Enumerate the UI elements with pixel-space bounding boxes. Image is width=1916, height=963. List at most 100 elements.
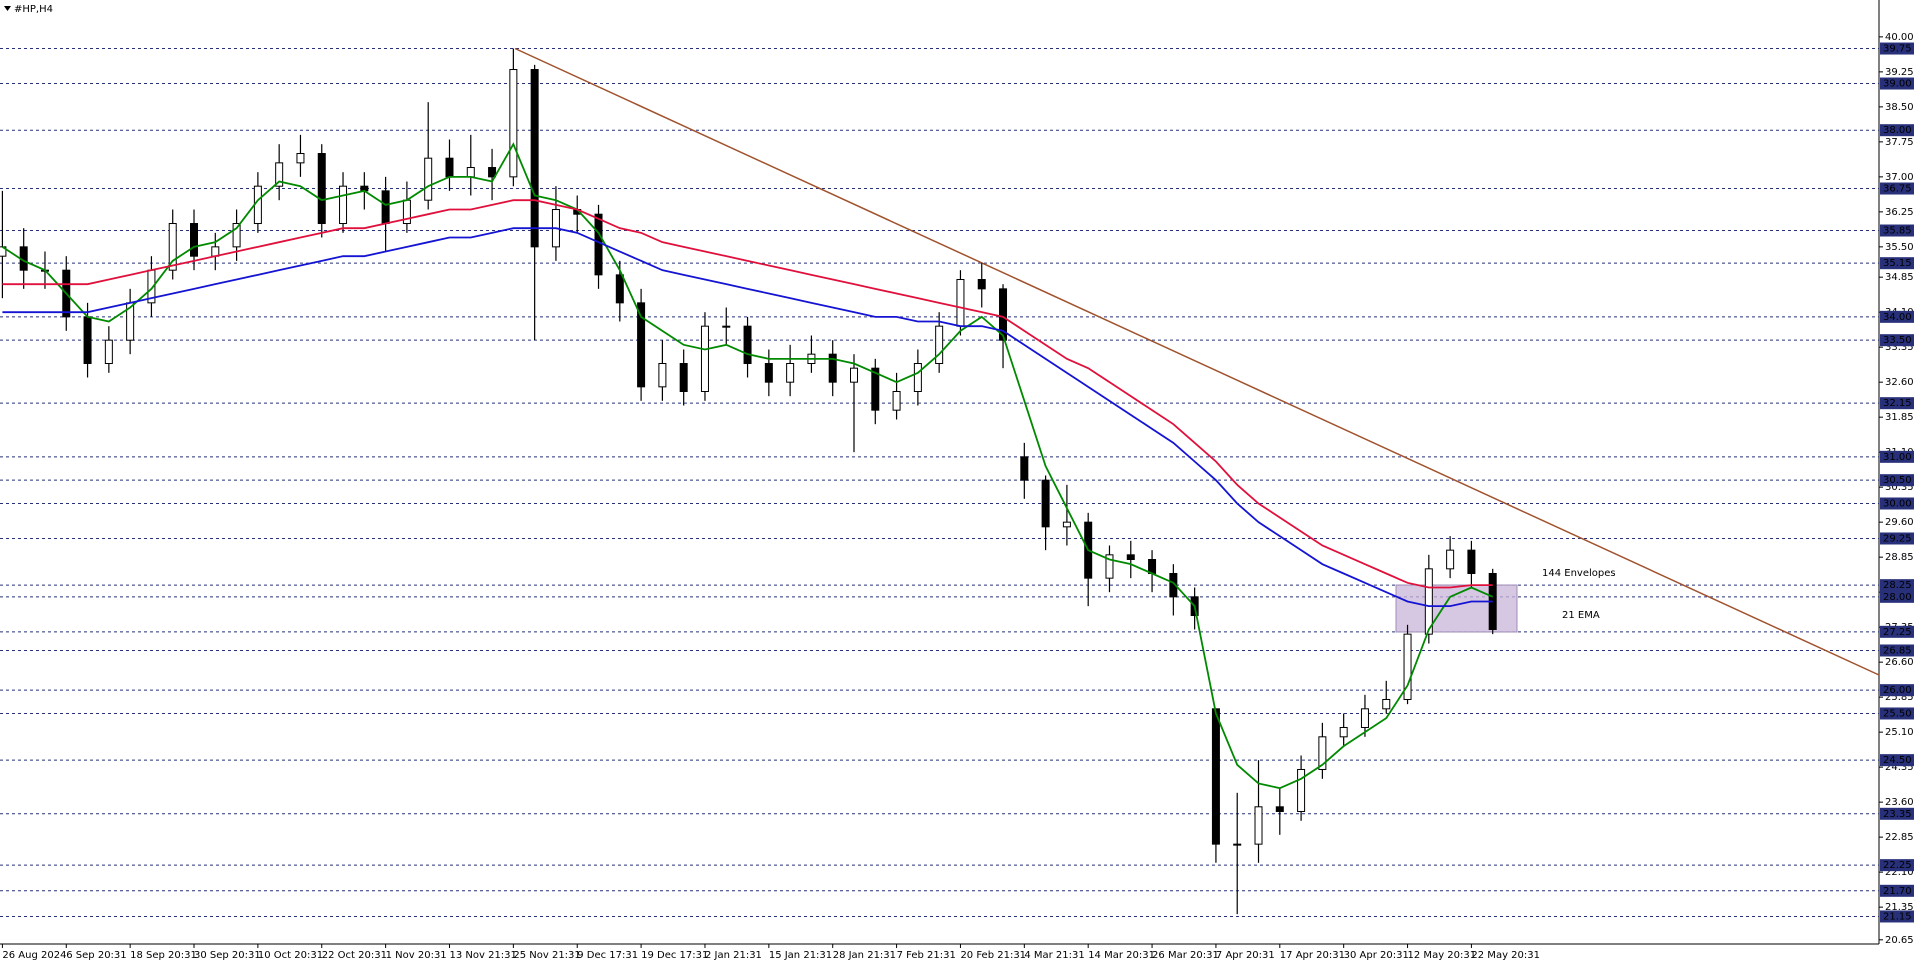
y-tick-label: 28.85 <box>1885 552 1914 563</box>
level-label: 35.15 <box>1883 258 1912 269</box>
level-label: 26.85 <box>1883 645 1912 656</box>
level-label: 33.50 <box>1883 335 1912 346</box>
level-label: 31.00 <box>1883 452 1912 463</box>
menu-triangle[interactable] <box>4 6 11 11</box>
x-tick-label: 28 Jan 21:31 <box>833 950 896 961</box>
level-label: 32.15 <box>1883 398 1912 409</box>
candle-body <box>83 316 92 365</box>
candle-body <box>424 157 433 201</box>
level-label-box <box>1880 497 1914 510</box>
level-label: 30.00 <box>1883 498 1912 509</box>
y-tick-label: 33.35 <box>1885 342 1914 353</box>
y-tick-label: 34.85 <box>1885 272 1914 283</box>
y-tick-label: 26.60 <box>1885 657 1914 668</box>
level-label: 21.15 <box>1883 911 1912 922</box>
candle-body <box>615 274 624 304</box>
y-tick-label: 25.10 <box>1885 727 1914 738</box>
y-tick-label: 23.60 <box>1885 797 1914 808</box>
level-label: 25.50 <box>1883 708 1912 719</box>
level-label-box <box>1880 182 1914 195</box>
level-label-box <box>1880 77 1914 90</box>
candle-body <box>1148 558 1157 574</box>
candle-body <box>828 353 837 383</box>
candle-body <box>679 363 688 393</box>
candle-body <box>509 69 518 178</box>
x-tick-label: 20 Feb 21:31 <box>960 950 1026 961</box>
x-tick-label: 4 Mar 21:31 <box>1024 950 1084 961</box>
level-label: 39.00 <box>1883 79 1912 90</box>
y-tick-label: 40.00 <box>1885 32 1914 43</box>
y-tick-label: 29.60 <box>1885 517 1914 528</box>
y-tick-label: 22.85 <box>1885 832 1914 843</box>
y-tick-label: 30.35 <box>1885 482 1914 493</box>
candle-body <box>1105 554 1114 579</box>
x-tick-label: 14 Mar 20:31 <box>1088 950 1155 961</box>
x-tick-label: 1 Nov 20:31 <box>386 950 447 961</box>
level-label: 29.25 <box>1883 533 1912 544</box>
candle-body <box>658 363 667 388</box>
level-label: 22.25 <box>1883 860 1912 871</box>
x-tick-label: 15 Jan 21:31 <box>769 950 832 961</box>
candle-body <box>1275 806 1284 812</box>
level-label-box <box>1880 474 1914 487</box>
candle-body <box>1446 549 1455 570</box>
level-label-box <box>1880 42 1914 55</box>
candle-body <box>1382 698 1391 710</box>
level-label: 38.00 <box>1883 125 1912 136</box>
highlight-zone <box>1395 584 1518 633</box>
x-tick-label: 6 Sep 20:31 <box>66 950 126 961</box>
candle-body <box>466 167 475 178</box>
candle-body <box>1403 633 1412 700</box>
candle-body <box>1424 568 1433 635</box>
x-tick-label: 9 Dec 17:31 <box>577 950 638 961</box>
candle-body <box>1041 479 1050 528</box>
y-tick-label: 39.25 <box>1885 67 1914 78</box>
candle-body <box>850 367 858 383</box>
candle-body <box>913 363 922 393</box>
x-tick-label: 30 Sep 20:31 <box>194 950 261 961</box>
x-tick-label: 26 Mar 20:31 <box>1152 950 1219 961</box>
candle-body <box>1233 843 1242 846</box>
level-label: 24.50 <box>1883 755 1912 766</box>
candle-body <box>339 185 348 225</box>
indicator-line <box>1 142 1494 790</box>
y-tick-label: 36.25 <box>1885 207 1914 218</box>
level-label-box <box>1880 910 1914 923</box>
candle-body <box>104 339 113 365</box>
candle-body <box>1062 521 1071 528</box>
candle-body <box>530 69 539 248</box>
candle-body <box>743 325 752 365</box>
level-label: 28.00 <box>1883 592 1912 603</box>
candle-body <box>956 279 965 327</box>
x-tick-label: 7 Feb 21:31 <box>897 950 956 961</box>
candle-body <box>1360 708 1369 728</box>
candle-body <box>296 153 305 164</box>
candle-body <box>190 223 199 257</box>
level-label: 34.00 <box>1883 312 1912 323</box>
x-tick-label: 13 Nov 21:31 <box>449 950 516 961</box>
candle-body <box>892 391 901 411</box>
candle-body <box>764 363 773 383</box>
candle-body <box>232 223 241 248</box>
level-label-box <box>1880 644 1914 657</box>
x-tick-label: 30 Apr 20:31 <box>1344 950 1409 961</box>
x-tick-label: 12 May 20:31 <box>1408 950 1477 961</box>
chart-title: #HP,H4 <box>14 4 53 15</box>
y-tick-label: 31.85 <box>1885 412 1914 423</box>
candle-body <box>1020 456 1029 481</box>
candle-body <box>381 190 390 225</box>
level-label-box <box>1880 224 1914 237</box>
candle-body <box>1254 806 1263 845</box>
x-tick-label: 18 Sep 20:31 <box>130 950 197 961</box>
level-label: 27.25 <box>1883 627 1912 638</box>
candle-body <box>168 223 177 271</box>
x-tick-label: 25 Nov 21:31 <box>513 950 580 961</box>
level-label: 36.75 <box>1883 184 1912 195</box>
level-label: 23.35 <box>1883 809 1912 820</box>
level-label: 30.50 <box>1883 475 1912 486</box>
level-label-box <box>1880 334 1914 347</box>
trendline <box>514 47 1880 676</box>
level-label-box <box>1880 625 1914 638</box>
level-label-box <box>1880 124 1914 137</box>
